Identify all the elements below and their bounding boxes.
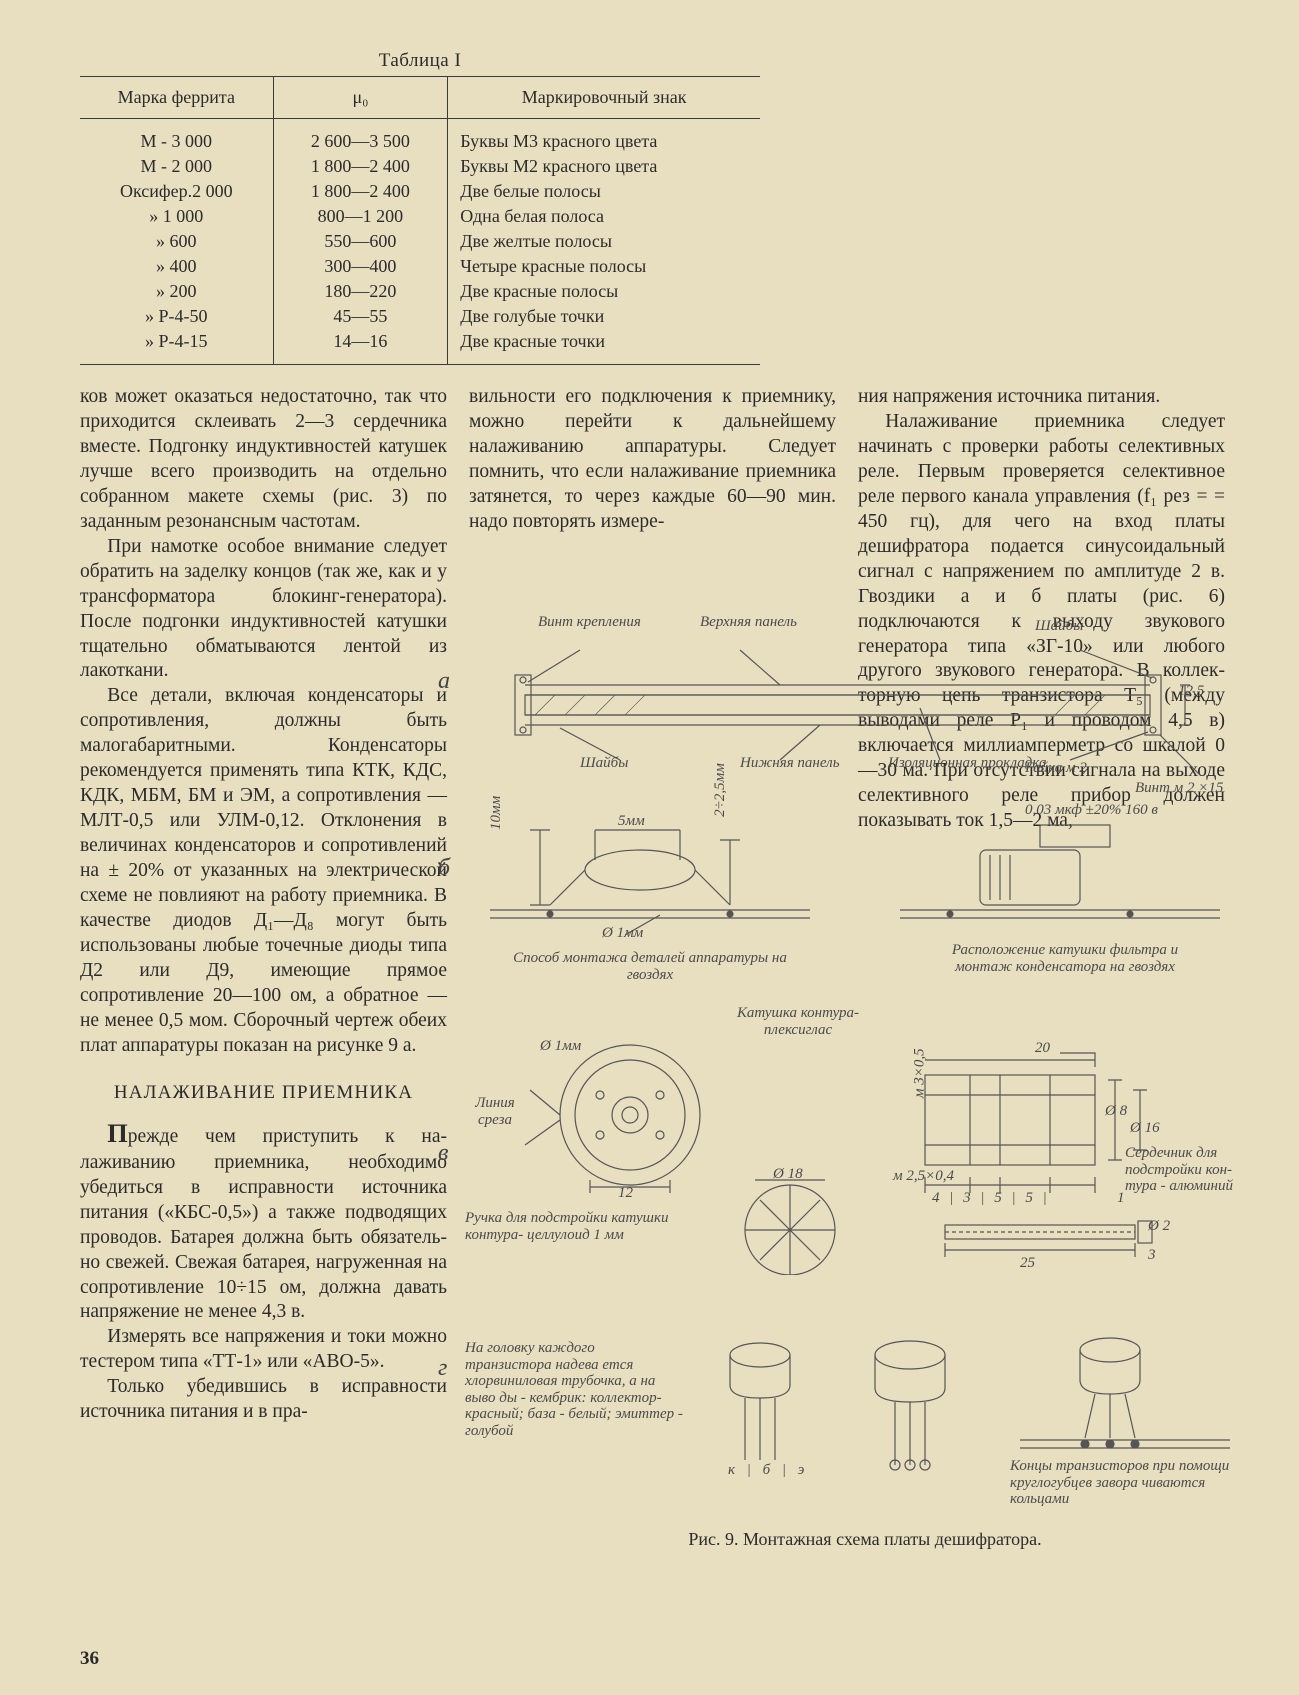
lbl-izol: Изоляционная прокладка [888, 755, 1047, 772]
section-heading: НАЛАЖИВАНИЕ ПРИЕМНИКА [80, 1081, 447, 1105]
lbl-kbe: к | б | э [728, 1462, 808, 1479]
lbl-vint: Винт крепления [538, 614, 641, 631]
lbl-1: 1 [1117, 1190, 1125, 1207]
table-cell: 550—600 [273, 229, 448, 254]
lbl-phi1: Ø 1мм [602, 925, 643, 942]
lbl-serd: Сердечник для подстройки кон­ тура - алю… [1125, 1145, 1255, 1195]
table-row: » 200180—220Две красные полосы [80, 279, 760, 304]
lbl-sposob: Способ монтажа деталей аппаратуры на гво… [510, 950, 790, 983]
lbl-25mm: 2÷2,5мм [712, 760, 729, 820]
panel-a: а [438, 668, 450, 695]
table-cell: 180—220 [273, 279, 448, 304]
lbl-phi2: Ø 2 [1148, 1218, 1170, 1235]
table-row: » Р-4-1514—16Две красные точки [80, 329, 760, 365]
table-row: Оксифер.2 0001 800—2 400Две белые полосы [80, 179, 760, 204]
figure-9: а б в г [480, 620, 1250, 1520]
c1-p2: При намотке особое внимание следует обра… [80, 535, 447, 685]
lbl-5mm: 5мм [618, 813, 645, 830]
lbl-phi18: Ø 18 [773, 1166, 803, 1183]
table-cell: М - 3 000 [80, 119, 273, 155]
table-cell: Две голубые точки [448, 304, 760, 329]
table-row: » 600550—600Две желтые полосы [80, 229, 760, 254]
table-caption: Таблица I [80, 50, 760, 72]
lbl-shaiby1: Шайбы [1035, 618, 1083, 635]
lbl-25: 25 [1020, 1255, 1035, 1272]
lbl-raspol: Расположение катушки фильтра и монтаж ко… [925, 942, 1205, 975]
table-cell: 1 800—2 400 [273, 154, 448, 179]
table-cell: 45—55 [273, 304, 448, 329]
lbl-125: 12,5 [1178, 683, 1204, 700]
lbl-10mm: 10мм [488, 796, 505, 830]
lbl-phi8: Ø 8 [1105, 1103, 1127, 1120]
lbl-3: 3 [1148, 1247, 1156, 1264]
lbl-phi16: Ø 16 [1130, 1120, 1160, 1137]
table-cell: 800—1 200 [273, 204, 448, 229]
table-1: Таблица I Марка феррита μ₀ Маркировочный… [80, 50, 760, 365]
c1-p3: Все детали, включая конденса­торы и сопр… [80, 684, 447, 1058]
lbl-katushka: Катушка контура-плексиглас [728, 1005, 868, 1038]
table-cell: 14—16 [273, 329, 448, 365]
lbl-shaiby2: Шайбы [580, 755, 628, 772]
lbl-linia: Линия среза [465, 1095, 525, 1128]
table-row: » 1 000800—1 200Одна белая полоса [80, 204, 760, 229]
lbl-golovku: На головку каждого транзистора надева­ е… [465, 1340, 685, 1439]
th-sign: Маркировочный знак [448, 77, 760, 119]
lbl-koncy: Концы транзисторов при помощи круглогубц… [1010, 1458, 1240, 1508]
table-cell: Оксифер.2 000 [80, 179, 273, 204]
table-cell: » Р-4-15 [80, 329, 273, 365]
c3-p1: ния напряжения источника пи­тания. [858, 385, 1225, 410]
page-number: 36 [80, 1648, 99, 1670]
table-cell: Две красные точки [448, 329, 760, 365]
table-row: » Р-4-5045—55Две голубые точки [80, 304, 760, 329]
table-cell: » 200 [80, 279, 273, 304]
table-cell: » 600 [80, 229, 273, 254]
c1-p4: Прежде чем приступить к на­лаживанию при… [80, 1117, 447, 1325]
lbl-nizh: Нижняя панель [740, 755, 840, 772]
th-mu: μ₀ [273, 77, 448, 119]
c1-p6: Только убедившись в исправ­ности источни… [80, 1375, 447, 1425]
panel-v: в [438, 1140, 448, 1167]
c1-p5: Измерять все напряжения и токи можно тес… [80, 1325, 447, 1375]
c2-p1: вильности его подключения к приемнику, м… [469, 385, 836, 535]
table-cell: 300—400 [273, 254, 448, 279]
table-row: » 400300—400Четыре красные полосы [80, 254, 760, 279]
panel-b: б [438, 855, 450, 882]
lbl-m3: м 3×0,5 [912, 1048, 929, 1098]
table-cell: Две белые полосы [448, 179, 760, 204]
table-cell: Одна белая полоса [448, 204, 760, 229]
lbl-verh: Верхняя панель [700, 614, 797, 631]
table-cell: » 400 [80, 254, 273, 279]
table-cell: » 1 000 [80, 204, 273, 229]
lbl-cap: 0,03 мкф ±20% 160 в [1025, 802, 1158, 819]
lbl-gaika: Гайка м 2 [1025, 760, 1087, 777]
th-mark: Марка феррита [80, 77, 273, 119]
figure-caption: Рис. 9. Монтажная схема платы дешифратор… [480, 1529, 1250, 1550]
lbl-phi1-2: Ø 1мм [540, 1038, 581, 1055]
table-cell: Четыре красные полосы [448, 254, 760, 279]
panel-g: г [438, 1355, 447, 1382]
table-cell: Две красные полосы [448, 279, 760, 304]
table-cell: 2 600—3 500 [273, 119, 448, 155]
table-row: М - 3 0002 600—3 500Буквы М3 красного цв… [80, 119, 760, 155]
lbl-4355: 4 | 3 | 5 | 5 | [932, 1190, 1050, 1207]
table-cell: 1 800—2 400 [273, 179, 448, 204]
table-cell: Буквы М3 красного цвета [448, 119, 760, 155]
table-cell: М - 2 000 [80, 154, 273, 179]
lbl-20: 20 [1035, 1040, 1050, 1057]
column-1: ков может оказаться недостаточ­но, так ч… [80, 385, 447, 1425]
ferrite-table: Марка феррита μ₀ Маркировочный знак М - … [80, 76, 760, 365]
c1-p1: ков может оказаться недостаточ­но, так ч… [80, 385, 447, 535]
table-cell: » Р-4-50 [80, 304, 273, 329]
table-cell: Две желтые полосы [448, 229, 760, 254]
lbl-m25: м 2,5×0,4 [893, 1168, 954, 1185]
table-cell: Буквы М2 красного цвета [448, 154, 760, 179]
table-row: М - 2 0001 800—2 400Буквы М2 красного цв… [80, 154, 760, 179]
lbl-ruchka: Ручка для подстройки катушки контура- це… [465, 1210, 675, 1243]
lbl-vintm2: Винт м 2 ×15 [1135, 780, 1223, 797]
lbl-12: 12 [618, 1185, 633, 1202]
